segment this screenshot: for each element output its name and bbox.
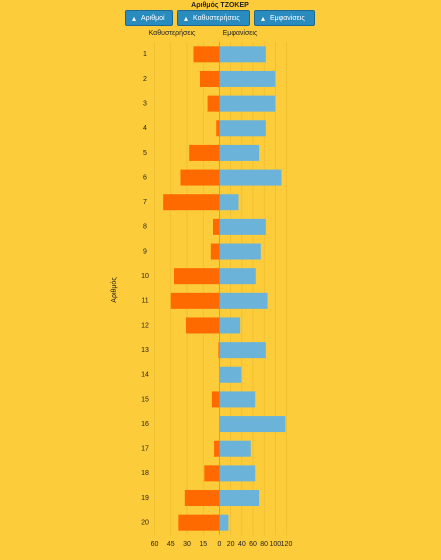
bar (219, 144, 260, 161)
y-tick-label: 15 (141, 396, 149, 403)
bar (210, 243, 220, 260)
y-tick-label: 4 (143, 125, 147, 132)
bar (185, 317, 220, 334)
bar (219, 70, 276, 87)
y-tick-label: 12 (141, 322, 149, 329)
x-tick-label: 60 (151, 541, 159, 548)
x-tick-label: 80 (260, 541, 268, 548)
bar (218, 342, 220, 359)
bar (219, 268, 256, 285)
left-header: Καθυστερήσεις (149, 30, 196, 37)
bar (184, 490, 220, 507)
bar (219, 514, 229, 531)
bar (219, 416, 286, 433)
bar (163, 194, 220, 211)
bar (219, 440, 251, 457)
bar (219, 120, 266, 137)
x-tick-label: 30 (183, 541, 191, 548)
y-tick-label: 11 (141, 298, 148, 305)
x-tick-label: 20 (227, 541, 235, 548)
y-tick-label: 13 (141, 347, 149, 354)
y-tick-label: 19 (141, 495, 149, 502)
bar (178, 514, 220, 531)
x-tick-label: 45 (167, 541, 175, 548)
bar (219, 194, 239, 211)
bar (219, 317, 241, 334)
y-tick-label: 8 (143, 224, 147, 231)
x-tick-label: 100 (269, 541, 281, 548)
bar (193, 46, 220, 63)
bar (180, 169, 220, 186)
bar (219, 95, 276, 112)
bar (219, 46, 266, 63)
y-tick-label: 20 (141, 520, 149, 527)
y-tick-label: 17 (141, 446, 149, 453)
y-tick-label: 5 (143, 150, 147, 157)
bar (174, 268, 220, 285)
y-tick-label: 9 (143, 248, 147, 255)
y-axis-label: Αριθμός (110, 277, 118, 303)
y-tick-label: 10 (141, 273, 149, 280)
bar (219, 169, 282, 186)
y-tick-label: 6 (143, 174, 147, 181)
chart-title: Αριθμός ΤΖΟΚΕΡ (191, 2, 249, 9)
x-tick-label: 40 (238, 541, 246, 548)
bar (219, 490, 260, 507)
bar (219, 292, 268, 309)
y-tick-label: 18 (141, 470, 149, 477)
x-tick-label: 120 (281, 541, 293, 548)
bar (214, 440, 220, 457)
bar (216, 120, 220, 137)
y-tick-label: 16 (141, 421, 149, 428)
x-tick-label: 15 (199, 541, 207, 548)
y-tick-label: 3 (143, 100, 147, 107)
y-tick-label: 14 (141, 372, 149, 379)
bar (170, 292, 220, 309)
bar (211, 391, 220, 408)
bar (213, 218, 220, 235)
bar (219, 366, 242, 383)
button[interactable]: Αριθμοί (125, 10, 173, 27)
bar (219, 465, 256, 482)
y-tick-label: 1 (143, 51, 147, 58)
bar (219, 243, 261, 260)
y-tick-label: 7 (143, 199, 147, 206)
x-tick-label: 60 (249, 541, 257, 548)
button[interactable]: Εμφανίσεις (254, 10, 315, 27)
x-tick-label: 0 (218, 541, 222, 548)
button[interactable]: Καθυστερήσεις (177, 10, 250, 27)
bar (204, 465, 220, 482)
bar (200, 70, 220, 87)
right-header: Εμφανίσεις (223, 29, 258, 37)
bar (189, 144, 220, 161)
bar (207, 95, 220, 112)
bar (219, 391, 256, 408)
bar (219, 342, 266, 359)
y-tick-label: 2 (143, 76, 147, 83)
bar (219, 218, 266, 235)
